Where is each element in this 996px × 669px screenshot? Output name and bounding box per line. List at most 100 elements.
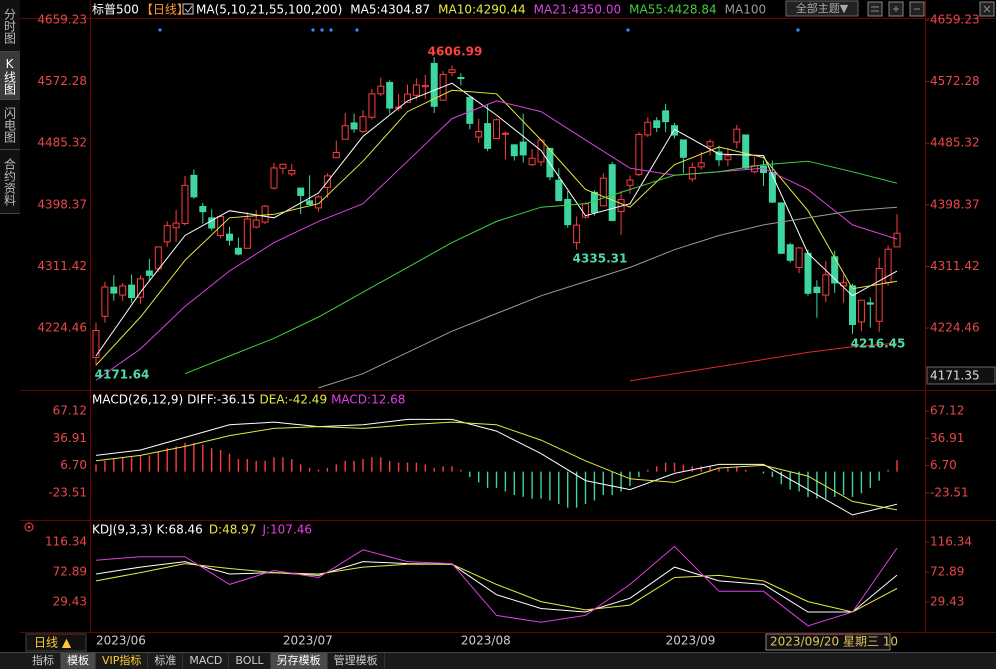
bottom-tab[interactable]: MACD — [183, 653, 230, 669]
line-series — [95, 100, 898, 381]
candle-body — [341, 125, 349, 140]
y-tick-label-left: 4659.23 — [37, 13, 87, 27]
bottom-tab[interactable]: VIP指标 — [96, 653, 149, 669]
theme-button[interactable] — [785, 0, 859, 17]
y-tick-label-right: 36.91 — [930, 431, 964, 445]
candle-body — [199, 205, 207, 213]
candle-body — [519, 141, 527, 156]
y-tick-label-right: 67.12 — [930, 404, 964, 418]
line-series — [95, 421, 898, 511]
bottom-tab[interactable]: 管理模板 — [328, 653, 385, 669]
sidebar-tab[interactable]: K线图 — [0, 52, 20, 100]
indicator-label: MACD(26,12,9) — [92, 393, 183, 407]
line-series — [95, 89, 898, 366]
bottom-tab[interactable]: 另存模板 — [270, 653, 328, 669]
candle-body — [404, 93, 411, 103]
sidebar-tab[interactable]: 合约资料 — [0, 150, 20, 214]
candle-body — [768, 171, 776, 203]
icon-grid[interactable] — [867, 1, 883, 17]
candle-body — [315, 196, 322, 209]
candle-body — [813, 286, 821, 294]
candle-body — [786, 244, 794, 261]
y-tick-label-left: 4311.42 — [37, 259, 87, 273]
bottom-tab[interactable]: BOLL — [229, 653, 271, 669]
settings-icon[interactable] — [24, 522, 34, 532]
candle-body — [733, 128, 741, 143]
candle-body — [849, 285, 856, 325]
y-tick-label-left: 4485.32 — [37, 136, 87, 150]
legend-entry: DEA:-42.49 — [260, 393, 328, 407]
x-tick-label: 2023/09 — [666, 634, 716, 648]
candle-body — [181, 184, 189, 225]
candle-body — [163, 225, 171, 243]
y-tick-label-left: 36.91 — [53, 431, 87, 445]
y-tick-label-left: 116.34 — [45, 534, 87, 548]
legend-entry: K:68.46 — [157, 523, 203, 537]
candle-body — [555, 179, 563, 202]
annotation: 4335.31 — [573, 252, 628, 266]
candle-body — [439, 74, 447, 101]
chart: 全部主题▼ 日线 ▲ 2023/09/20 星期三 10 4224.46 4224… — [20, 0, 996, 652]
y-tick-label-right: 4311.42 — [930, 259, 980, 273]
legend-entry: MACD:12.68 — [331, 393, 405, 407]
candle-body — [359, 116, 367, 132]
bottom-tab[interactable]: 标准 — [148, 653, 184, 669]
candle-body — [270, 167, 278, 189]
line-series — [95, 418, 898, 516]
candle-body — [590, 191, 598, 213]
sidebar: 分时图 K线图 闪电图 合约资料 — [0, 0, 20, 214]
candle-body — [261, 205, 269, 223]
period-selector[interactable] — [25, 633, 87, 652]
y-tick-label-left: 67.12 — [53, 404, 87, 418]
candle-body — [279, 163, 287, 169]
candle-body — [671, 125, 678, 136]
candle-body — [448, 69, 456, 74]
annotation: 4171.64 — [95, 368, 150, 382]
indicator-label: MA(5,10,21,55,100,200) — [196, 3, 342, 17]
symbol-title: 标普500 — [92, 3, 139, 17]
candle-body — [128, 284, 136, 299]
candle-body — [573, 224, 581, 244]
candle-body — [653, 120, 661, 128]
candle-body — [635, 133, 643, 176]
candle-body — [190, 174, 198, 198]
period-selector-label: 日线 ▲ — [34, 636, 72, 650]
y-tick-label-right: 4224.46 — [930, 321, 980, 335]
sidebar-tab[interactable]: 闪电图 — [0, 100, 20, 150]
candle-body — [421, 85, 429, 88]
bottom-tab[interactable]: 模板 — [61, 653, 96, 669]
candle-body — [724, 155, 732, 161]
candle-body — [804, 252, 812, 294]
y-tick-label-left: 4398.37 — [37, 197, 87, 211]
candle-body — [662, 110, 670, 123]
y-tick-label-right: -23.51 — [930, 485, 969, 499]
candle-body — [119, 285, 127, 296]
checkbox-icon[interactable] — [182, 3, 194, 15]
y-tick-label-right: 116.34 — [930, 534, 972, 548]
x-tick-label: 2023/08 — [461, 634, 511, 648]
candle-body — [412, 84, 420, 96]
legend-entry: D:48.97 — [209, 523, 257, 537]
settings-icon-dot — [27, 525, 31, 529]
candle-body — [564, 198, 572, 226]
candle-body — [368, 93, 376, 118]
bottom-tab[interactable]: 指标 — [26, 653, 61, 669]
y-tick-label-right: 4659.23 — [930, 13, 980, 27]
candle-body — [332, 152, 340, 159]
candle-body — [626, 179, 634, 186]
legend-entry: DIFF:-36.15 — [187, 393, 255, 407]
legend-entry: MA10:4290.44 — [438, 3, 526, 17]
sidebar-tab[interactable]: 分时图 — [0, 0, 20, 52]
y-tick-label-right: 6.70 — [930, 458, 957, 472]
y-tick-label-right: 4572.28 — [930, 74, 980, 88]
candle-body — [484, 123, 492, 149]
legend-entry: MA100 — [725, 3, 766, 17]
x-tick-label: 2023/07 — [283, 634, 333, 648]
candle-body — [306, 200, 314, 205]
window-icons — [867, 1, 995, 17]
line-series — [95, 563, 898, 613]
candle-body — [350, 122, 358, 130]
event-dots — [158, 28, 800, 32]
frame — [20, 0, 996, 633]
annotation: 4216.45 — [851, 337, 906, 351]
